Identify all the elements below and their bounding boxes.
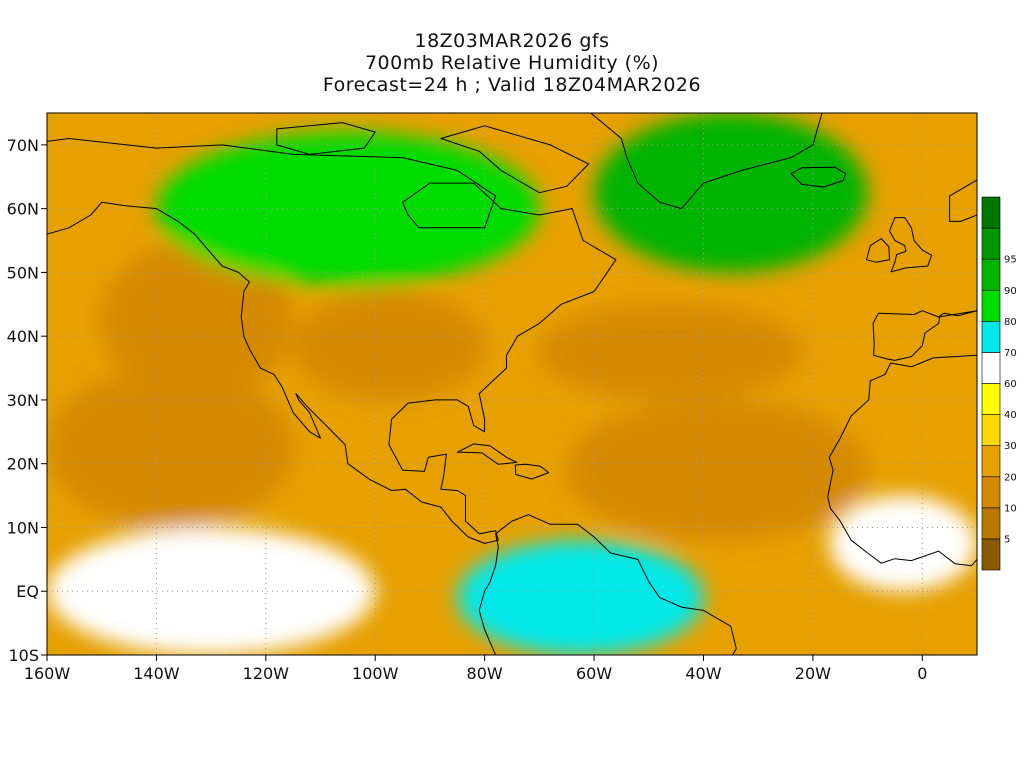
rh-region-west-africa-moist: [829, 495, 977, 592]
coastline-baffin: [440, 125, 590, 194]
coastline-iberia-france: [872, 310, 977, 361]
lat-tick-label: 20N: [7, 455, 39, 474]
lat-tick-label: 40N: [7, 327, 39, 346]
colorbar-label: 90: [1004, 286, 1017, 297]
coastlines: [47, 113, 977, 655]
rh-region-central-pacific-dry: [47, 368, 294, 528]
lon-tick-label: 60W: [576, 664, 612, 683]
coastline-cuba: [456, 443, 518, 465]
coastline-north-america: [47, 138, 617, 544]
lon-tick-label: 80W: [467, 664, 503, 683]
colorbar-swatch: [981, 227, 1001, 260]
coastline-iceland: [790, 166, 847, 188]
lon-tick-label: 140W: [133, 664, 180, 683]
coastline-europe-africa: [827, 354, 977, 567]
lon-tick-label: 120W: [243, 664, 290, 683]
map-frame: [46, 112, 978, 656]
coastline-greenland: [590, 113, 823, 210]
latitude-axis: 10S EQ 10N 20N 30N 40N 50N 60N 70N: [7, 136, 47, 665]
lat-tick-label: 70N: [7, 136, 39, 155]
colorbar-label: 95: [1004, 255, 1017, 266]
colorbar-label: 5: [1004, 534, 1010, 545]
rh-region-north-atlantic-moist: [594, 113, 868, 273]
colorbar-label: 80: [1004, 317, 1017, 328]
colorbar-label: 10: [1004, 503, 1017, 514]
colorbar-swatch: [981, 383, 1001, 415]
lon-tick-label: 160W: [24, 664, 71, 683]
rh-region-eastern-atlantic-dry: [566, 399, 868, 541]
colorbar-swatch: [981, 445, 1001, 478]
lat-lon-grid: [47, 113, 977, 655]
coastline-victoria-island: [276, 122, 376, 155]
colorbar-swatch: [981, 538, 1001, 571]
lon-tick-label: 20W: [795, 664, 831, 683]
coastline-south-america: [478, 514, 737, 655]
lat-tick-label: 50N: [7, 263, 39, 282]
colorbar-label: 40: [1004, 410, 1017, 421]
title-run: 18Z03MAR2026 gfs: [414, 30, 610, 52]
rh-region-central-atlantic-dry-band: [539, 304, 802, 400]
colorbar-label: 30: [1004, 441, 1017, 452]
colorbar-swatch: [981, 352, 1001, 384]
colorbar-swatch: [981, 476, 1001, 509]
colorbar-swatch: [981, 414, 1001, 446]
colorbar: 5 10 20 30 40 60 70 80 90 95: [981, 196, 1017, 571]
coastline-hispaniola: [514, 463, 550, 480]
colorbar-label: 20: [1004, 472, 1017, 483]
humidity-field: [47, 113, 977, 655]
lat-tick-label: 10N: [7, 518, 39, 537]
longitude-axis: 160W 140W 120W 100W 80W 60W 40W 20W 0: [24, 655, 927, 683]
lat-tick-label: 60N: [7, 200, 39, 219]
colorbar-swatch: [981, 321, 1001, 353]
colorbar-label: 70: [1004, 348, 1017, 359]
lat-tick-label: 10S: [8, 646, 39, 665]
colorbar-swatch: [981, 258, 1001, 291]
rh-region-north-pacific-dry-swirl: [101, 240, 294, 400]
colorbar-swatch: [981, 507, 1001, 540]
rh-region-south-america-moist: [457, 540, 704, 655]
rh-region-us-plains-dry: [293, 291, 485, 400]
title-valid-time: Forecast=24 h ; Valid 18Z04MAR2026: [322, 74, 702, 96]
lon-tick-label: 40W: [685, 664, 721, 683]
map-title-block: 18Z03MAR2026 gfs 700mb Relative Humidity…: [0, 30, 1024, 96]
title-variable: 700mb Relative Humidity (%): [364, 52, 660, 74]
rh-region-tropical-pacific-moist: [47, 527, 376, 655]
colorbar-swatch: [981, 196, 1001, 229]
lat-tick-label: 30N: [7, 391, 39, 410]
lon-tick-label: 100W: [352, 664, 399, 683]
coastline-uk: [889, 217, 933, 273]
lat-tick-label: EQ: [16, 582, 39, 601]
colorbar-label: 60: [1004, 379, 1017, 390]
coastline-ireland: [866, 238, 890, 263]
colorbar-swatch: [981, 289, 1001, 322]
lon-tick-label: 0: [917, 664, 927, 683]
